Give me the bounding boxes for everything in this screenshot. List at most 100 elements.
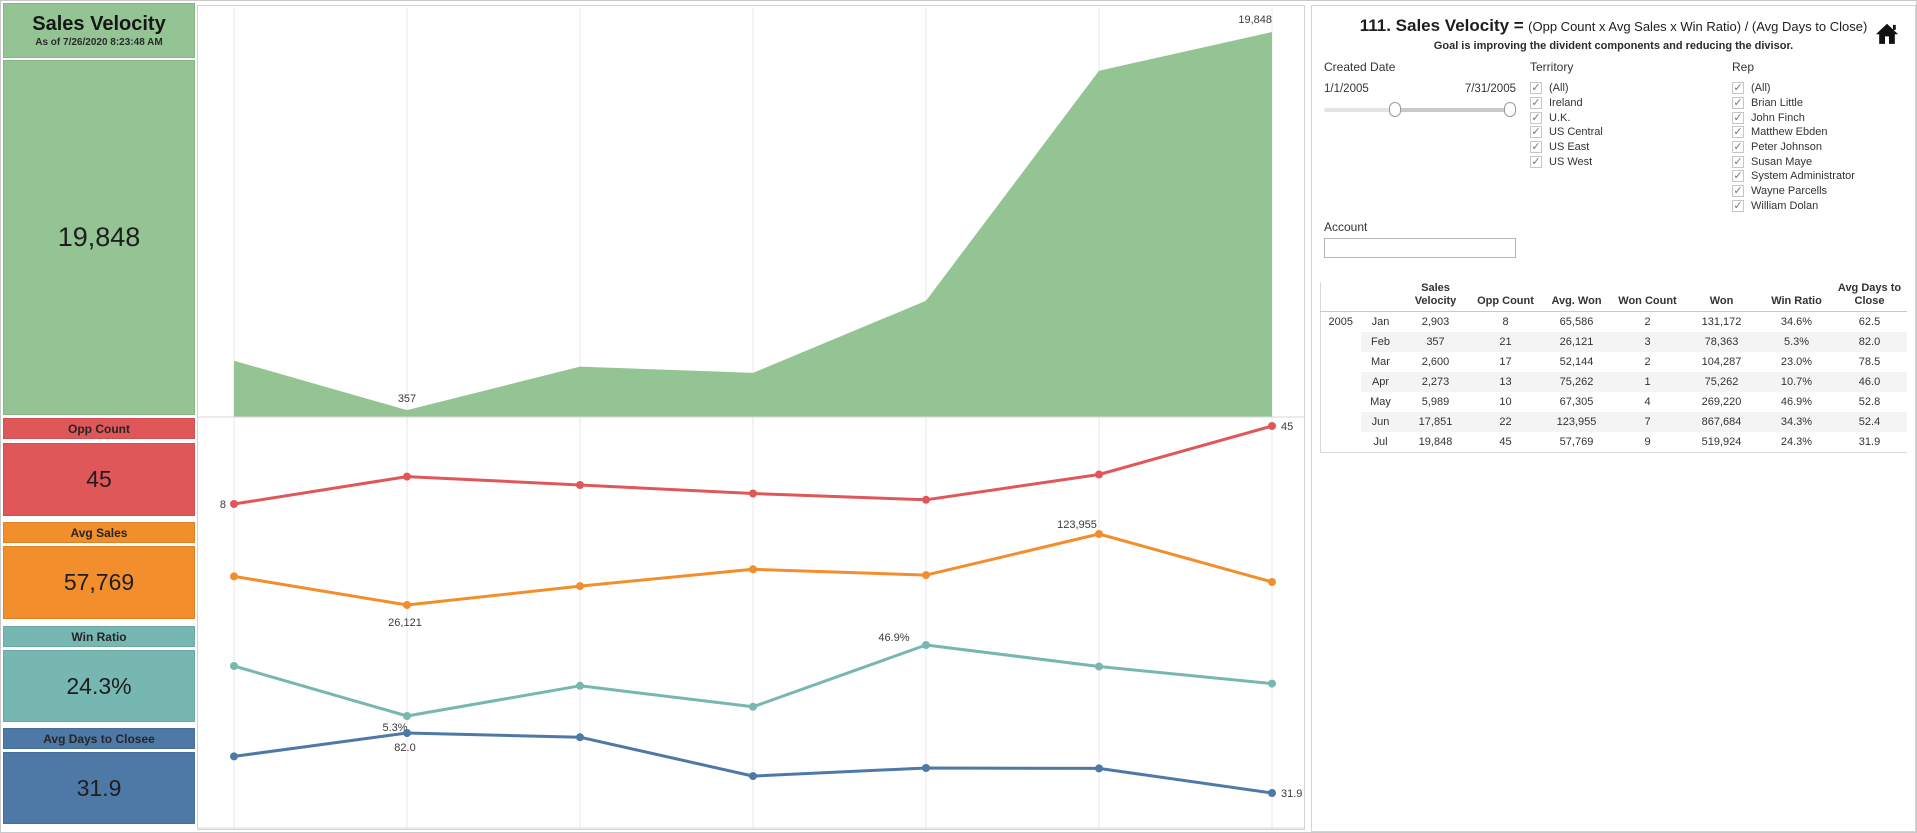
kpi-value-win-ratio: 24.3% [66, 672, 132, 699]
checkbox-label: Brian Little [1751, 97, 1803, 110]
avg-days-to-close-point-jan[interactable] [230, 752, 238, 761]
value-cell: 26,121 [1540, 332, 1613, 352]
avg-sales-point-jun[interactable] [1095, 530, 1103, 538]
checkbox-checked-icon[interactable]: ✓ [1732, 199, 1744, 212]
avg-days-to-close-point-jun[interactable] [1095, 764, 1103, 773]
rep-option-susan-maye[interactable]: ✓ Susan Maye [1732, 154, 1855, 169]
opp-count-point-feb[interactable] [403, 472, 411, 481]
panel-title-formula: (Opp Count x Avg Sales x Win Ratio) / (A… [1528, 19, 1868, 34]
avg-sales-point-apr[interactable] [749, 565, 757, 574]
table-row-jun[interactable]: Jun 17,851 22 123,955 7 867,684 34.3% 52.4 [1321, 412, 1907, 432]
slider-handle-end[interactable] [1504, 102, 1516, 117]
territory-checkbox-list: ✓ (All) ✓ Ireland ✓ U.K. ✓ US Central ✓ US East ✓ U… [1530, 81, 1603, 169]
territory-option--all-[interactable]: ✓ (All) [1530, 81, 1603, 96]
avg-days-to-close-point-may[interactable] [922, 764, 930, 772]
value-cell: 67,305 [1559, 396, 1594, 408]
checkbox-checked-icon[interactable]: ✓ [1530, 97, 1542, 110]
table-row-jul[interactable]: Jul 19,848 45 57,769 9 519,924 24.3% 31.9 [1320, 432, 1907, 453]
checkbox-checked-icon[interactable]: ✓ [1732, 185, 1744, 198]
account-input[interactable] [1324, 238, 1516, 258]
as-of-timestamp: As of 7/26/2020 8:23:48 AM [35, 37, 163, 48]
checkbox-checked-icon[interactable]: ✓ [1530, 155, 1542, 168]
kpi-card-avg-sales: 57,769 [3, 546, 195, 619]
value-cell: 75,262 [1540, 372, 1613, 392]
checkbox-label: US Central [1549, 126, 1603, 139]
value-cell: 23.0% [1780, 356, 1813, 368]
avg-sales-point-jan[interactable] [230, 572, 238, 581]
win-ratio-point-feb[interactable] [403, 712, 411, 720]
kpi-label-win-ratio: Win Ratio [71, 629, 127, 644]
column-header-won-count: Won Count [1612, 282, 1683, 312]
checkbox-checked-icon[interactable]: ✓ [1732, 82, 1744, 95]
win-ratio-point-mar[interactable] [576, 681, 584, 690]
avg-sales-point-jul[interactable] [1268, 578, 1276, 586]
avg-days-to-close-point-apr[interactable] [749, 772, 757, 781]
value-cell: 2,273 [1400, 372, 1471, 392]
table-row-apr[interactable]: Apr 2,273 13 75,262 1 75,262 10.7% 46.0 [1321, 372, 1907, 392]
checkbox-checked-icon[interactable]: ✓ [1530, 141, 1542, 154]
avg-sales-point-mar[interactable] [576, 582, 584, 591]
sales-velocity-area[interactable] [234, 32, 1272, 417]
sales-velocity-trend-chart: 357 19,848 8 45 26,121 123,955 5.3% 46.9% 82.0 31… [198, 8, 1304, 829]
rep-option-peter-johnson[interactable]: ✓ Peter Johnson [1732, 140, 1855, 155]
rep-option-brian-little[interactable]: ✓ Brian Little [1732, 96, 1855, 111]
value-cell: 45 [1470, 432, 1541, 453]
checkbox-checked-icon[interactable]: ✓ [1530, 126, 1542, 139]
table-header: Sales Velocity Opp Count Avg. Won Won Count W… [1320, 282, 1907, 312]
table-row-may[interactable]: May 5,989 10 67,305 4 269,220 46.9% 52.8 [1321, 392, 1907, 412]
opp-count-point-may[interactable] [922, 495, 930, 504]
opp-count-point-mar[interactable] [576, 481, 584, 489]
avg-sales-point-may[interactable] [922, 571, 930, 580]
table-row-jan[interactable]: 2005 Jan 2,903 8 65,586 2 131,172 34.6% 62.5 [1321, 312, 1907, 333]
checkbox-checked-icon[interactable]: ✓ [1732, 155, 1744, 168]
table-row-feb[interactable]: Feb 357 21 26,121 3 78,363 5.3% 82.0 [1321, 332, 1907, 352]
opp-count-point-apr[interactable] [749, 489, 757, 498]
checkbox-checked-icon[interactable]: ✓ [1732, 141, 1744, 154]
checkbox-checked-icon[interactable]: ✓ [1732, 97, 1744, 110]
opp-count-point-jan[interactable] [230, 500, 238, 508]
annotation-sales-velocity: 357 [398, 393, 416, 405]
slider-handle-start[interactable] [1389, 102, 1402, 117]
territory-option-u-k-[interactable]: ✓ U.K. [1530, 110, 1603, 125]
kpi-header-avg-days: Avg Days to Closee [3, 728, 195, 749]
checkbox-checked-icon[interactable]: ✓ [1530, 82, 1542, 95]
avg-days-to-close-point-jul[interactable] [1268, 789, 1276, 797]
win-ratio-point-apr[interactable] [749, 702, 757, 711]
value-cell: 46.0 [1832, 372, 1907, 392]
table-row-mar[interactable]: Mar 2,600 17 52,144 2 104,287 23.0% 78.5 [1321, 352, 1907, 372]
checkbox-checked-icon[interactable]: ✓ [1732, 126, 1744, 139]
value-cell: 17,851 [1400, 412, 1471, 432]
win-ratio-point-may[interactable] [922, 641, 930, 649]
value-cell: 52.8 [1858, 396, 1881, 408]
rep-option-matthew-ebden[interactable]: ✓ Matthew Ebden [1732, 125, 1855, 140]
kpi-card-opp-count: 45 [3, 443, 195, 516]
territory-option-us-west[interactable]: ✓ US West [1530, 154, 1603, 169]
home-button[interactable] [1873, 20, 1901, 48]
month-cell: Mar [1371, 356, 1390, 368]
year-column-header [1320, 282, 1361, 312]
avg-sales-point-feb[interactable] [403, 601, 411, 609]
rep-option-william-dolan[interactable]: ✓ William Dolan [1732, 199, 1855, 214]
territory-option-us-east[interactable]: ✓ US East [1530, 140, 1603, 155]
checkbox-checked-icon[interactable]: ✓ [1732, 170, 1744, 183]
rep-option-system-administrator[interactable]: ✓ System Administrator [1732, 169, 1855, 184]
win-ratio-point-jun[interactable] [1095, 662, 1103, 671]
opp-count-point-jun[interactable] [1095, 470, 1103, 479]
win-ratio-point-jul[interactable] [1268, 679, 1276, 688]
value-cell: 1 [1612, 372, 1683, 392]
avg-days-to-close-point-feb[interactable] [403, 729, 411, 737]
avg-days-to-close-point-mar[interactable] [576, 733, 584, 742]
territory-option-us-central[interactable]: ✓ US Central [1530, 125, 1603, 140]
month-column-header [1360, 282, 1401, 312]
rep-option--all-[interactable]: ✓ (All) [1732, 81, 1855, 96]
rep-option-john-finch[interactable]: ✓ John Finch [1732, 110, 1855, 125]
annotation-avg-sales: 26,121 [388, 617, 422, 629]
opp-count-point-jul[interactable] [1268, 422, 1276, 430]
year-cell [1321, 352, 1361, 372]
checkbox-checked-icon[interactable]: ✓ [1530, 111, 1542, 124]
annotation-win-ratio: 5.3% [382, 722, 407, 734]
rep-option-wayne-parcells[interactable]: ✓ Wayne Parcells [1732, 184, 1855, 199]
checkbox-checked-icon[interactable]: ✓ [1732, 111, 1744, 124]
territory-option-ireland[interactable]: ✓ Ireland [1530, 96, 1603, 111]
win-ratio-point-jan[interactable] [230, 662, 238, 670]
